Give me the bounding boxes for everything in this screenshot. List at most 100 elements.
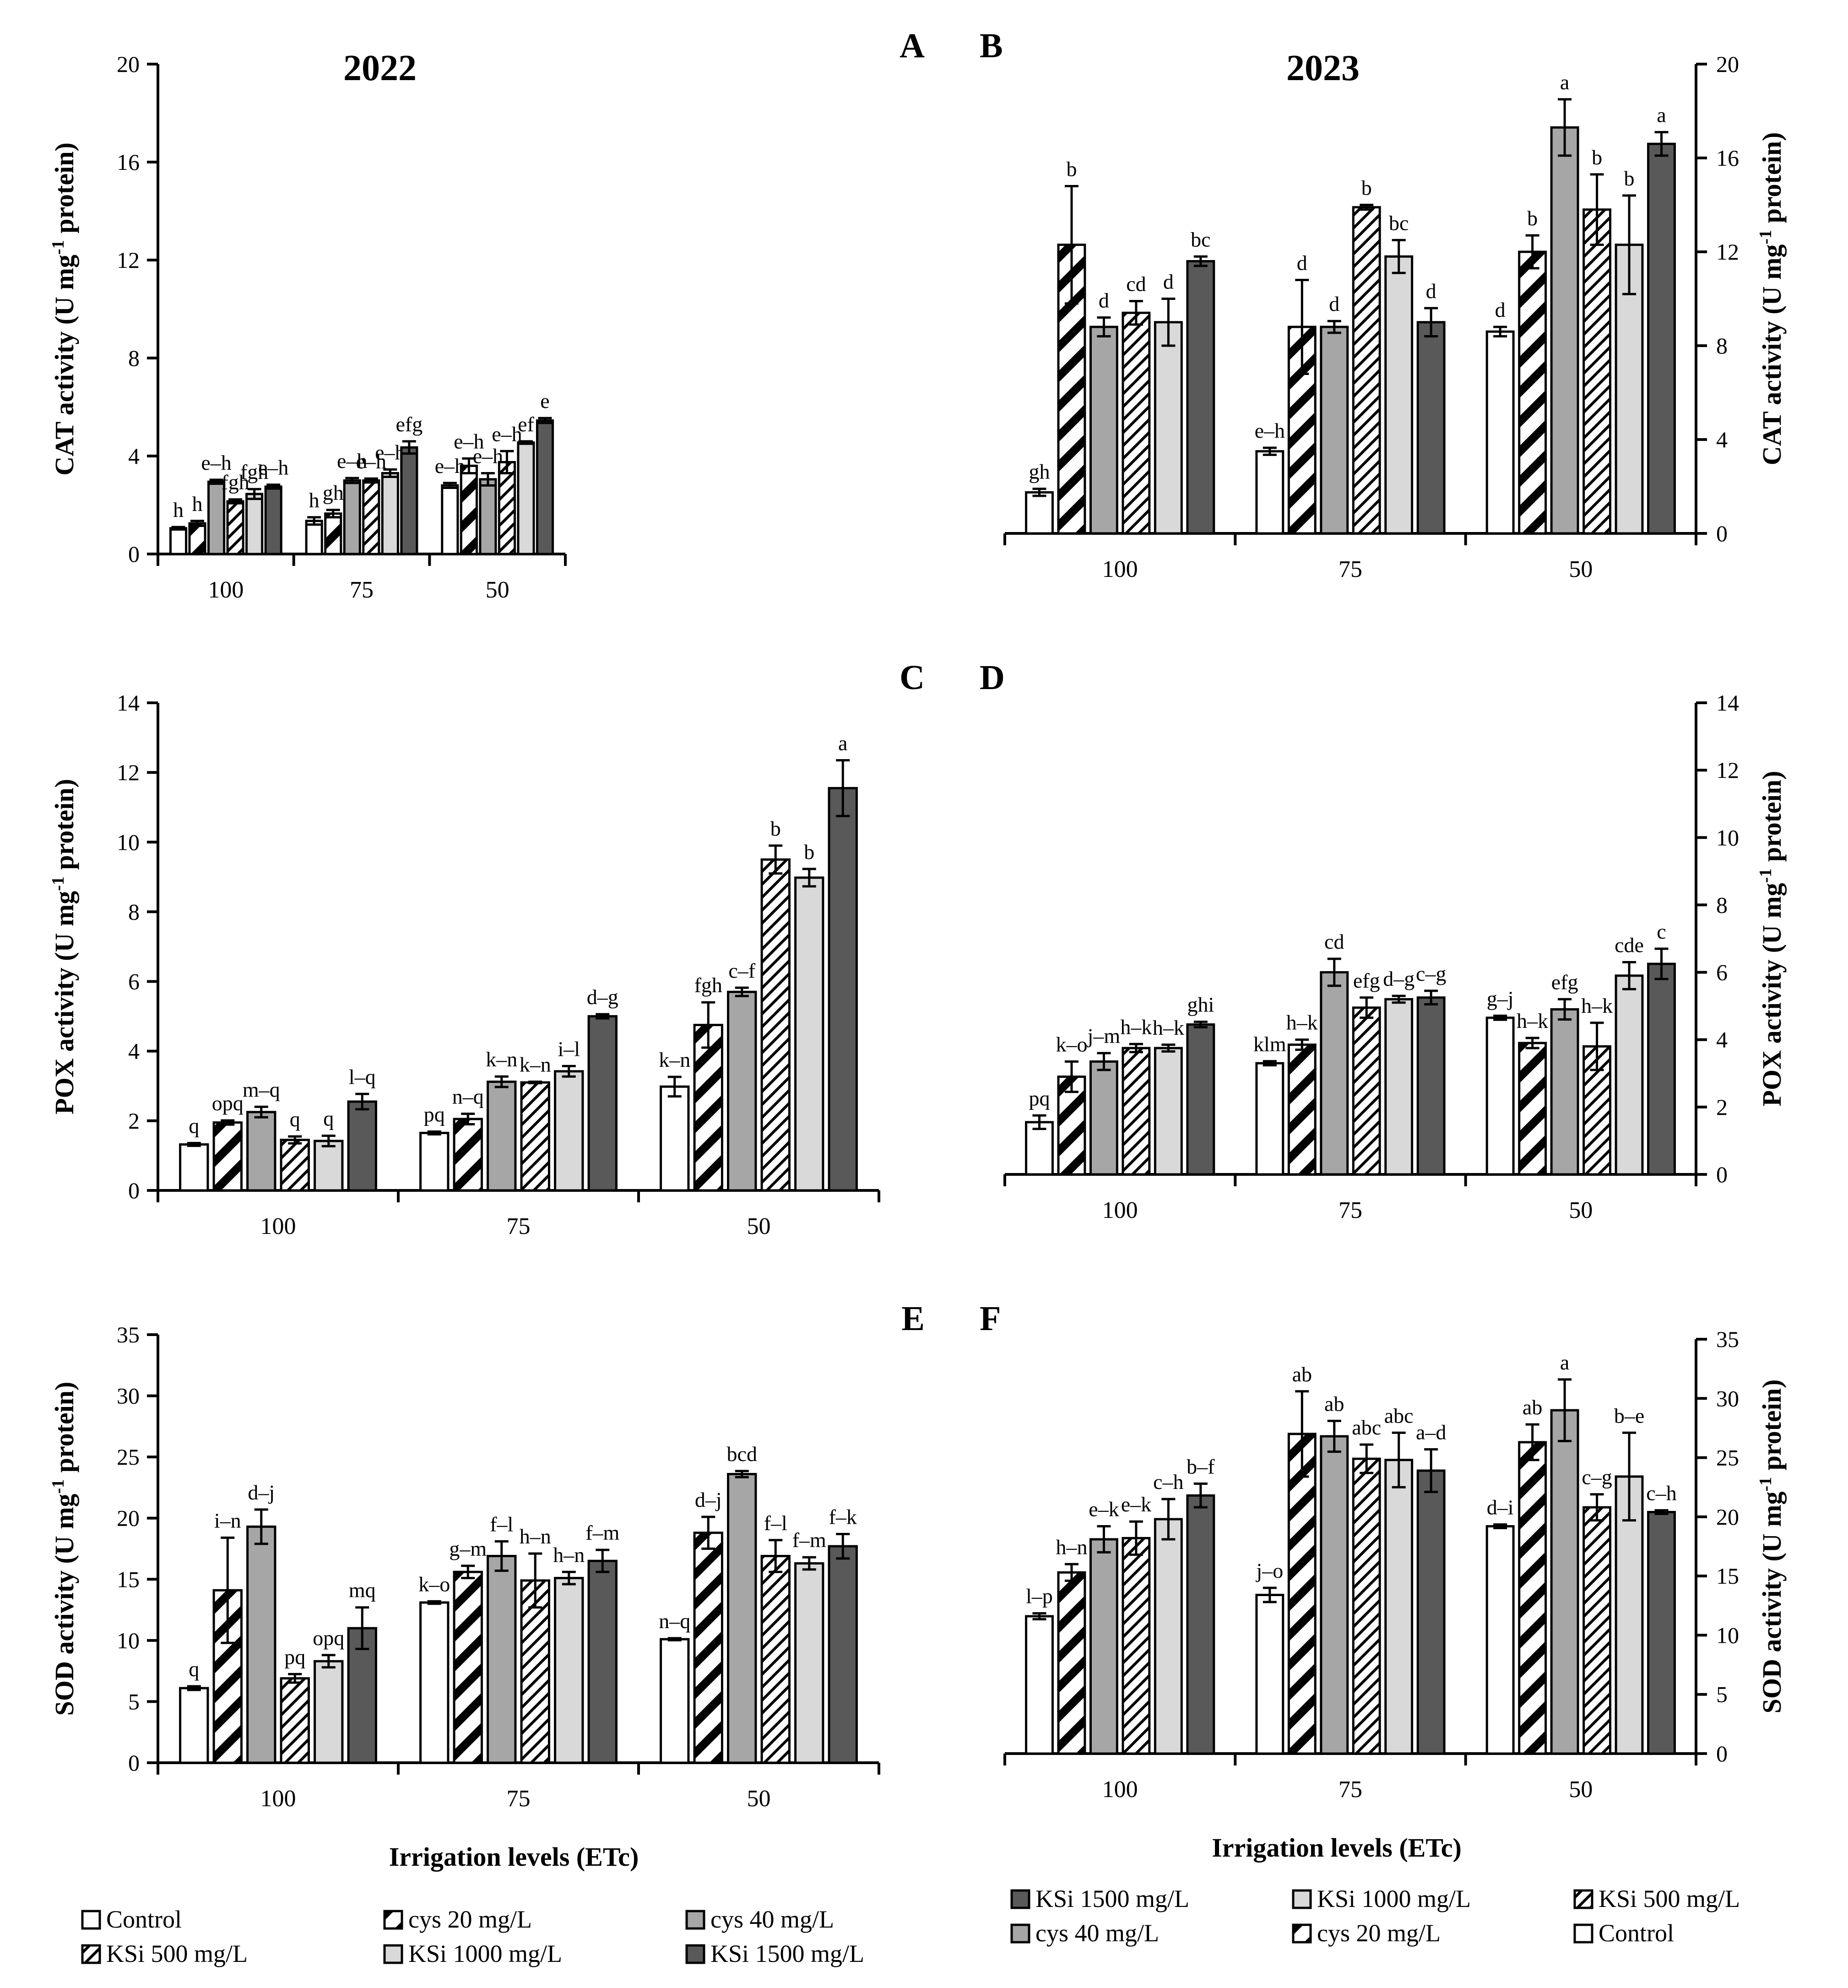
bar-ksi-1500-mg-l-100 <box>347 1627 377 1764</box>
y-tick-label: 16 <box>117 149 140 175</box>
y-tick-label: 10 <box>1716 825 1739 850</box>
bar-ksi-1000-mg-l-75 <box>381 472 399 555</box>
error-bar-control-50 <box>443 482 457 489</box>
bar-control-75 <box>419 1131 450 1192</box>
significance-label: opq <box>313 1626 344 1650</box>
error-bar-ksi-500-mg-l-100 <box>228 498 243 505</box>
y-tick-label: 8 <box>1716 892 1728 918</box>
error-bar-ksi-1500-mg-l-50 <box>1654 131 1669 157</box>
y-tick-label: 12 <box>1716 757 1739 783</box>
significance-label: g–m <box>449 1537 487 1560</box>
panel-letter: B <box>980 27 1003 65</box>
bar-cys-40-mg-l-50 <box>1550 1409 1579 1755</box>
significance-label: n–q <box>659 1609 690 1633</box>
bar-ksi-500-mg-l-100 <box>226 500 244 555</box>
error-bar-ksi-500-mg-l-75 <box>1360 996 1374 1019</box>
error-bar-cys-20-mg-l-50 <box>701 1001 715 1049</box>
bar-control-50 <box>660 1638 690 1764</box>
significance-label: d–j <box>695 1488 722 1511</box>
error-bar-control-75 <box>1263 1586 1277 1603</box>
y-tick-label: 2 <box>128 1108 140 1134</box>
error-bar-cys-20-mg-l-50 <box>462 457 476 474</box>
significance-label: mq <box>349 1579 376 1602</box>
bar-control-50 <box>1485 1525 1515 1755</box>
error-bar-cys-40-mg-l-100 <box>1097 1525 1111 1553</box>
bar-ksi-1000-mg-l-75 <box>554 1577 584 1764</box>
bar-ksi-1000-mg-l-100 <box>1154 321 1183 535</box>
bar-cys-40-mg-l-75 <box>1320 326 1349 535</box>
bar-ksi-500-mg-l-50 <box>760 1555 791 1764</box>
significance-label: b <box>1066 158 1077 181</box>
bar-control-50 <box>660 1085 690 1192</box>
error-bar-cys-40-mg-l-75 <box>494 1540 509 1572</box>
y-tick-label: 5 <box>1716 1682 1728 1707</box>
y-tick-label: 25 <box>1716 1445 1739 1471</box>
significance-label: gh <box>323 481 344 505</box>
error-bar-cys-40-mg-l-100 <box>254 1105 268 1119</box>
bar-ksi-1000-mg-l-100 <box>314 1660 344 1764</box>
error-bar-control-100 <box>171 526 185 531</box>
bar-ksi-500-mg-l-50 <box>1582 208 1612 535</box>
significance-label: fgh <box>221 471 249 494</box>
year-title: 2022 <box>343 48 417 88</box>
x-tick-label-50: 50 <box>747 1786 771 1812</box>
legend-swatch-ksi-1500-mg-l <box>685 1944 705 1964</box>
x-axis-title: Irrigation levels (ETc) <box>389 1842 639 1872</box>
legend-swatch-ksi-500-mg-l <box>1573 1889 1593 1909</box>
significance-label: n–q <box>452 1085 484 1108</box>
significance-label: d–g <box>587 985 618 1009</box>
bar-ksi-1000-mg-l-100 <box>1154 1518 1183 1755</box>
bar-cys-20-mg-l-75 <box>1287 1433 1317 1755</box>
significance-label: d–g <box>1383 967 1414 990</box>
bar-ksi-1000-mg-l-100 <box>1154 1047 1183 1176</box>
y-tick-label: 30 <box>1716 1385 1739 1411</box>
bar-cys-40-mg-l-100 <box>1089 326 1118 535</box>
y-tick-label: 30 <box>117 1383 140 1409</box>
error-bar-ksi-1500-mg-l-100 <box>266 483 281 490</box>
error-bar-control-100 <box>1032 1612 1046 1621</box>
legend-swatch-ksi-1000-mg-l <box>1292 1889 1312 1909</box>
legend-label-cys-20-mg-l: cys 20 mg/L <box>408 1906 532 1933</box>
error-bar-ksi-1500-mg-l-75 <box>402 440 416 455</box>
significance-label: i–n <box>214 1509 241 1532</box>
bar-ksi-500-mg-l-50 <box>760 858 791 1192</box>
legend-right: KSi 1500 mg/L KSi 1000 mg/L KSi 500 mg/L cy… <box>1010 1885 1740 1947</box>
error-bar-ksi-500-mg-l-100 <box>1129 1043 1143 1054</box>
error-bar-cys-20-mg-l-100 <box>221 1536 235 1644</box>
significance-label: d <box>1329 292 1339 315</box>
year-title: 2023 <box>1286 48 1360 88</box>
error-bar-ksi-1500-mg-l-75 <box>1424 307 1438 337</box>
legend-swatch-control <box>1573 1923 1593 1944</box>
error-bar-cys-20-mg-l-75 <box>1295 1038 1309 1051</box>
significance-label: pq <box>424 1103 445 1126</box>
y-tick-label: 8 <box>1716 333 1728 358</box>
bar-cys-20-mg-l-75 <box>1287 1043 1317 1176</box>
significance-label: f–m <box>585 1521 619 1544</box>
significance-label: c–g <box>1582 1466 1612 1489</box>
error-bar-ksi-1500-mg-l-50 <box>836 759 850 817</box>
legend-swatch-ksi-500-mg-l <box>81 1944 101 1964</box>
error-bar-ksi-1500-mg-l-100 <box>355 1092 369 1111</box>
error-bar-ksi-500-mg-l-50 <box>1590 1021 1604 1071</box>
error-bar-ksi-500-mg-l-100 <box>288 1135 302 1145</box>
significance-label: h–k <box>1581 994 1613 1017</box>
bar-cys-40-mg-l-50 <box>727 990 757 1192</box>
y-tick-label: 0 <box>128 541 140 567</box>
x-tick-label-75: 75 <box>1339 556 1362 582</box>
significance-label: a–d <box>1416 1420 1446 1444</box>
bar-cys-20-mg-l-75 <box>1287 326 1317 535</box>
error-bar-cys-40-mg-l-50 <box>1558 98 1572 157</box>
significance-label: f–l <box>764 1511 787 1535</box>
x-tick-label-100: 100 <box>260 1786 296 1812</box>
significance-label: ab <box>1292 1363 1312 1386</box>
significance-label: bc <box>1389 211 1409 234</box>
y-tick-label: 20 <box>1716 1504 1739 1530</box>
significance-label: q <box>189 1114 199 1138</box>
error-bar-control-75 <box>427 1600 441 1605</box>
significance-label: c–h <box>1646 1482 1676 1505</box>
bar-control-50 <box>441 484 459 555</box>
bar-control-100 <box>179 1143 209 1192</box>
